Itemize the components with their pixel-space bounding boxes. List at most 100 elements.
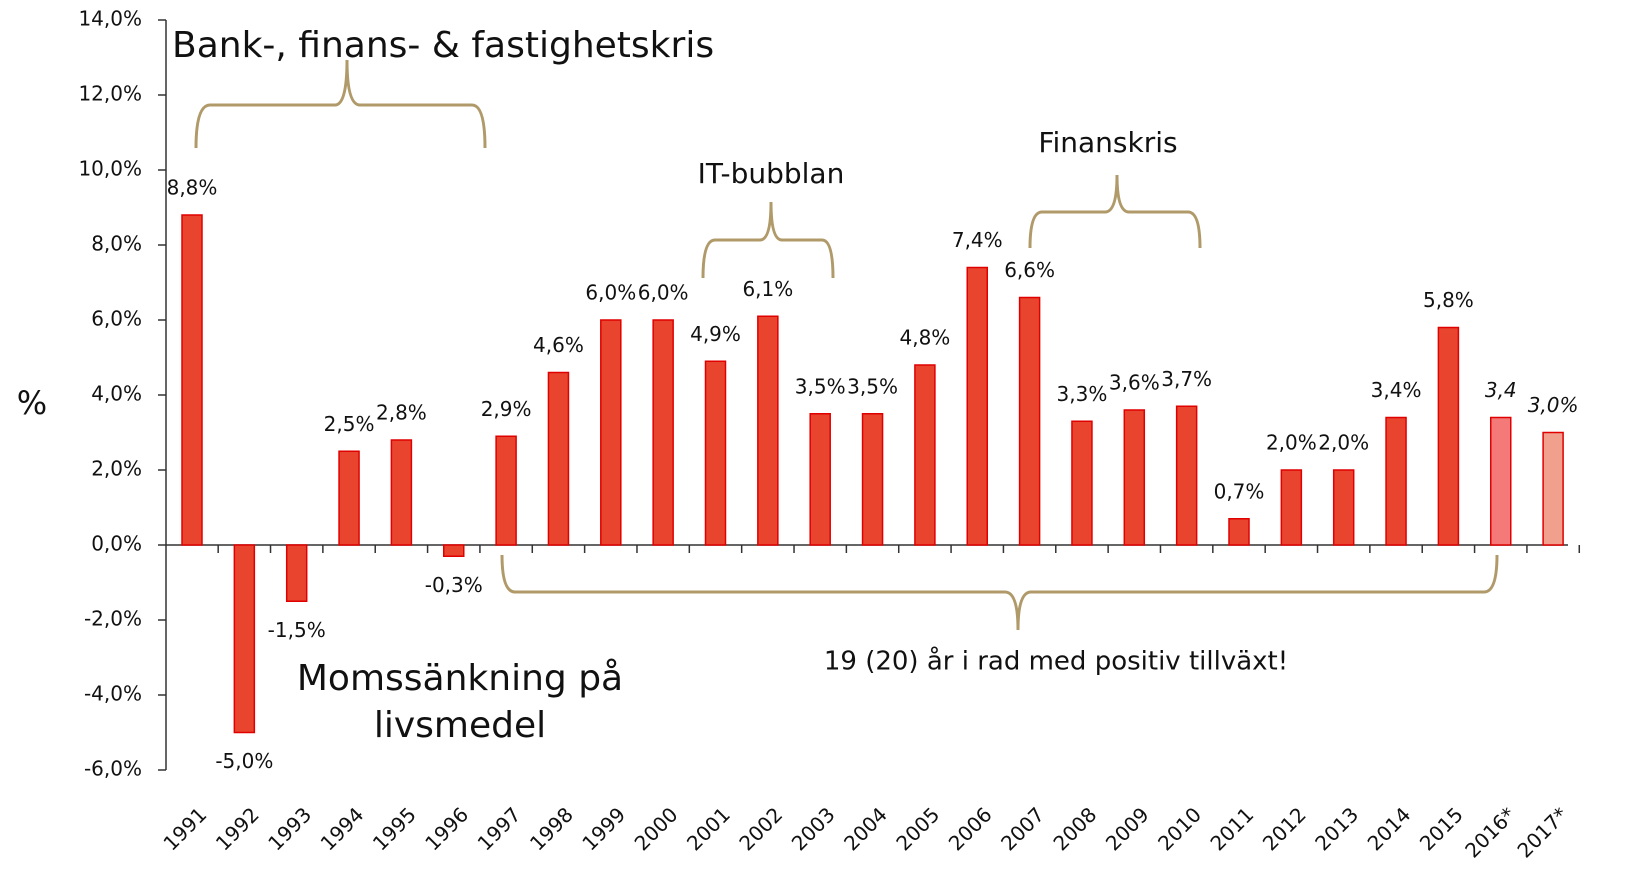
value-label: -1,5% (268, 618, 326, 642)
annotation: Momssänkning på (297, 658, 623, 699)
bar (181, 214, 203, 546)
x-tick-label: 2005 (891, 802, 944, 855)
bar (1280, 469, 1303, 546)
bar (390, 439, 413, 546)
bar (1123, 409, 1146, 546)
value-label: 4,9% (690, 322, 741, 346)
y-tick-label: -6,0% (84, 757, 142, 781)
annotation: Bank-, finans- & fastighetskris (172, 25, 714, 66)
value-label: -5,0% (215, 749, 273, 773)
bar (1542, 431, 1564, 546)
x-tick-label: 1998 (525, 802, 578, 855)
bar (1175, 405, 1198, 546)
bar (1228, 518, 1250, 546)
y-tick-label: 10,0% (78, 157, 142, 181)
x-tick-label: 1993 (263, 802, 316, 855)
y-tick-label: 14,0% (78, 7, 142, 31)
value-label: 5,8% (1423, 288, 1474, 312)
x-tick-label: 2006 (944, 802, 997, 855)
value-label: 2,0% (1266, 431, 1317, 455)
bar (809, 413, 831, 546)
value-label: -0,3% (425, 573, 483, 597)
x-tick-label: 2014 (1363, 802, 1416, 855)
value-label: 3,7% (1161, 367, 1212, 391)
x-tick-label: 2012 (1258, 802, 1311, 855)
bar (1071, 420, 1093, 546)
bar (600, 319, 622, 546)
value-label: 3,0% (1528, 393, 1579, 417)
bracket (701, 201, 835, 279)
x-tick-label: 1997 (473, 802, 526, 855)
x-tick-label: 1994 (316, 802, 369, 855)
x-tick-label: 2007 (996, 802, 1049, 855)
bar (443, 544, 465, 557)
bar (285, 544, 308, 602)
x-tick-label: 2016* (1460, 802, 1520, 862)
x-tick-label: 2003 (787, 802, 840, 855)
value-label: 3,6% (1109, 371, 1160, 395)
value-label: 3,4 (1485, 378, 1517, 402)
annotation: 19 (20) år i rad med positiv tillväxt! (824, 646, 1288, 677)
x-tick-label: 2001 (682, 802, 735, 855)
x-tick-label: 1996 (420, 802, 473, 855)
y-tick-label: 8,0% (91, 232, 142, 256)
x-tick-label: 1995 (368, 802, 421, 855)
y-tick-label: -4,0% (84, 682, 142, 706)
y-tick-label: -2,0% (84, 607, 142, 631)
x-tick-label: 2002 (734, 802, 787, 855)
bar (966, 266, 988, 546)
value-label: 3,3% (1057, 382, 1108, 406)
value-label: 6,6% (1004, 258, 1055, 282)
x-tick-label: 2008 (1048, 802, 1101, 855)
y-axis-label: % (17, 384, 47, 422)
x-tick-label: 2017* (1512, 802, 1572, 862)
bar (861, 413, 884, 546)
bracket (194, 59, 487, 149)
value-label: 3,4% (1371, 378, 1422, 402)
y-tick-label: 12,0% (78, 82, 142, 106)
annotation: IT-bubblan (698, 157, 845, 190)
x-tick-label: 2013 (1310, 802, 1363, 855)
y-tick-label: 6,0% (91, 307, 142, 331)
x-tick-label: 2010 (1153, 802, 1206, 855)
bar (1332, 469, 1355, 546)
value-label: 6,0% (585, 281, 636, 305)
bracket (500, 554, 1499, 631)
bar (547, 371, 570, 546)
x-tick-label: 2015 (1415, 802, 1468, 855)
value-label: 0,7% (1214, 479, 1265, 503)
x-tick-label: 1992 (211, 802, 264, 855)
x-tick-label: 1999 (577, 802, 630, 855)
value-label: 6,1% (742, 277, 793, 301)
bar (233, 544, 256, 734)
bar (1018, 296, 1041, 546)
value-label: 3,5% (795, 374, 846, 398)
value-label: 3,5% (847, 374, 898, 398)
x-tick-label: 2000 (630, 802, 683, 855)
bar (652, 319, 674, 546)
value-label: 4,6% (533, 333, 584, 357)
bar (1385, 416, 1407, 546)
value-label: 2,5% (324, 412, 375, 436)
bar (914, 364, 936, 546)
annotation: livsmedel (374, 705, 546, 746)
value-label: 2,9% (481, 397, 532, 421)
x-tick-label: 2011 (1205, 802, 1258, 855)
bar (495, 435, 517, 546)
value-label: 6,0% (638, 281, 689, 305)
bar (338, 450, 360, 546)
annotation: Finanskris (1038, 126, 1177, 159)
value-label: 2,0% (1318, 431, 1369, 455)
bar (757, 315, 779, 546)
bracket (1028, 174, 1202, 249)
value-label: 8,8% (167, 176, 218, 200)
value-label: 2,8% (376, 401, 427, 425)
x-tick-label: 2004 (839, 802, 892, 855)
bar (1490, 416, 1512, 546)
y-tick-label: 0,0% (91, 532, 142, 556)
bar (704, 360, 727, 546)
value-label: 7,4% (952, 228, 1003, 252)
x-tick-label: 1991 (158, 802, 211, 855)
bar (1437, 326, 1460, 546)
